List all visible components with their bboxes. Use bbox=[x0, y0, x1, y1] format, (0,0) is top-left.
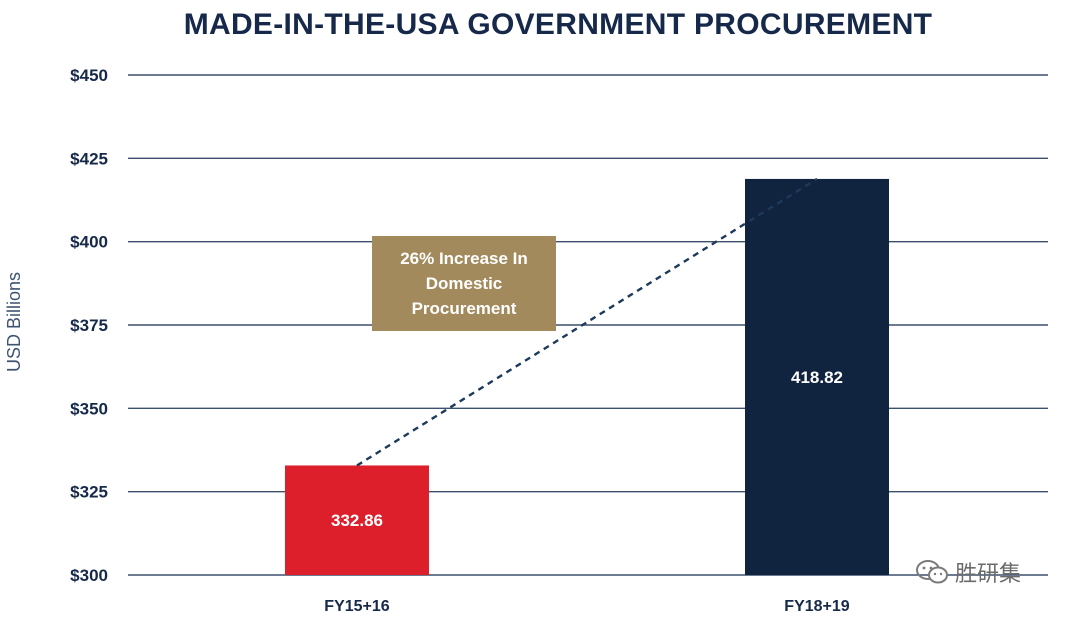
watermark: 胜研集 bbox=[915, 556, 1021, 588]
y-tick-label: $300 bbox=[70, 566, 108, 585]
x-tick-label: FY18+19 bbox=[784, 598, 849, 615]
bar-value-label: 418.82 bbox=[791, 368, 843, 387]
y-axis-label: USD Billions bbox=[4, 272, 24, 372]
y-tick-label: $350 bbox=[70, 399, 108, 418]
watermark-text: 胜研集 bbox=[955, 562, 1022, 587]
labels: 332.86 FY15+16 418.82 FY18+19 bbox=[324, 368, 849, 615]
bar-value-label: 332.86 bbox=[331, 511, 383, 530]
trend-line-dashed bbox=[356, 177, 818, 467]
wechat-icon bbox=[916, 560, 948, 584]
y-tick-label: $425 bbox=[70, 149, 108, 168]
trend-line bbox=[356, 177, 818, 467]
bar-fy15-16 bbox=[285, 465, 429, 575]
chart-title: MADE-IN-THE-USA GOVERNMENT PROCUREMENT bbox=[183, 8, 933, 41]
bars bbox=[285, 178, 889, 575]
y-tick-label: $375 bbox=[70, 316, 108, 335]
gridlines bbox=[128, 74, 1048, 576]
x-tick-label: FY15+16 bbox=[324, 598, 389, 615]
y-tick-label: $325 bbox=[70, 483, 108, 502]
bar-fy18-19 bbox=[745, 178, 889, 575]
y-tick-label: $450 bbox=[70, 66, 108, 85]
y-axis-ticks: $300 $325 $350 $375 $400 $425 $450 bbox=[70, 66, 108, 585]
increase-annotation: 26% Increase In Domestic Procurement bbox=[372, 236, 556, 331]
y-tick-label: $400 bbox=[70, 233, 108, 252]
